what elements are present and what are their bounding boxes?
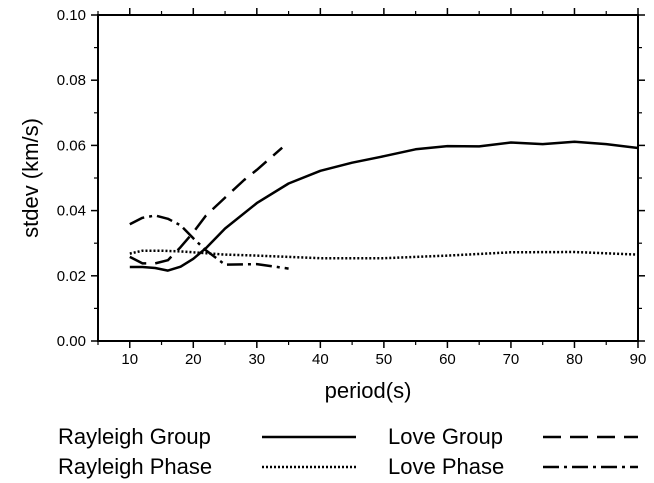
y-tick-label: 0.08 — [57, 72, 86, 89]
legend-label-love-group: Love Group — [388, 424, 503, 449]
plot-frame — [97, 14, 639, 342]
y-tick-labels: 0.00 0.02 0.04 0.06 0.08 0.10 — [57, 7, 86, 350]
x-tick-label: 80 — [566, 351, 583, 368]
legend-label-love-phase: Love Phase — [388, 454, 504, 479]
y-axis-title: stdev (km/s) — [18, 118, 43, 238]
series-rayleigh-group-line — [129, 140, 639, 272]
x-tick-label: 10 — [121, 351, 138, 368]
y-tick-label: 0.06 — [57, 137, 86, 154]
x-tick-label: 50 — [376, 351, 393, 368]
legend: Rayleigh Group Rayleigh Phase Love Group Lo… — [58, 424, 638, 479]
y-tick-label: 0.00 — [57, 333, 86, 350]
x-tick-label: 40 — [312, 351, 329, 368]
series-layer — [129, 140, 639, 272]
axis-ticks — [91, 8, 645, 348]
x-tick-label: 30 — [248, 351, 265, 368]
x-tick-labels: 10 20 30 40 50 60 70 80 90 — [121, 351, 646, 368]
x-tick-label: 70 — [503, 351, 520, 368]
y-tick-label: 0.04 — [57, 203, 86, 220]
x-tick-label: 60 — [439, 351, 456, 368]
y-tick-label: 0.10 — [57, 7, 86, 24]
legend-label-rayleigh-group: Rayleigh Group — [58, 424, 211, 449]
x-tick-label: 90 — [630, 351, 647, 368]
series-love-group-line — [129, 146, 284, 265]
x-axis-title: period(s) — [325, 378, 412, 403]
y-tick-label: 0.02 — [57, 268, 86, 285]
legend-label-rayleigh-phase: Rayleigh Phase — [58, 454, 212, 479]
x-tick-label: 20 — [185, 351, 202, 368]
series-love-phase-line — [129, 214, 289, 270]
